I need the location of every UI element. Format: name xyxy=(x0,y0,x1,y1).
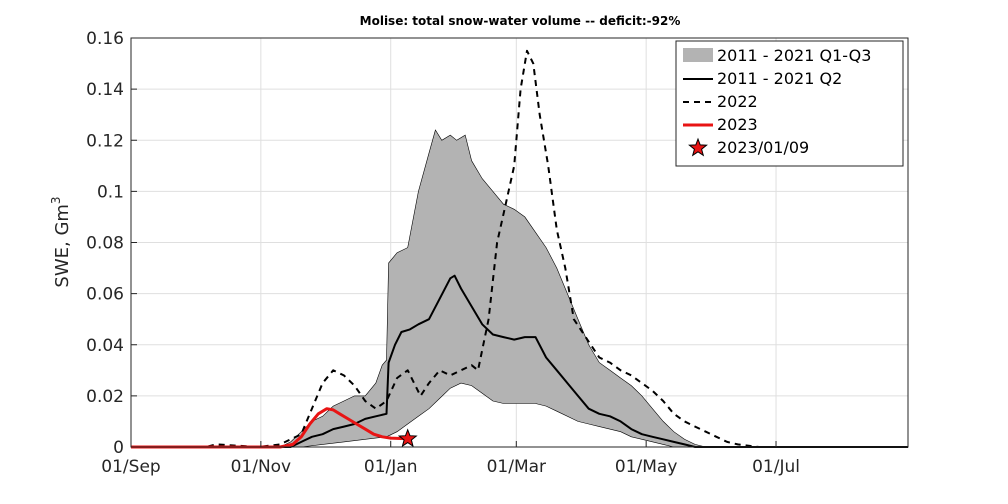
chart-title: Molise: total snow-water volume -- defic… xyxy=(360,14,681,28)
series-layer xyxy=(131,49,908,449)
y-tick-label: 0 xyxy=(113,438,124,458)
series-line-2023 xyxy=(131,407,408,449)
legend-label-marker: 2023/01/09 xyxy=(717,138,809,157)
x-tick-label: 01/Jul xyxy=(752,457,800,477)
y-tick-label: 0.04 xyxy=(86,336,124,356)
legend-label-2022: 2022 xyxy=(717,92,758,111)
legend: 2011 - 2021 Q1-Q3 2011 - 2021 Q2 2022 20… xyxy=(675,40,904,167)
y-tick-label: 0.06 xyxy=(86,285,124,305)
y-tick-label: 0.08 xyxy=(86,234,124,254)
y-axis-label: SWE, Gm3 xyxy=(49,196,73,287)
x-tick-label: 01/Jan xyxy=(364,457,418,477)
y-axis-label-superscript: 3 xyxy=(49,196,63,204)
y-tick-label: 0.1 xyxy=(97,182,124,202)
x-tick-label: 01/Nov xyxy=(231,457,292,477)
legend-box xyxy=(675,40,904,167)
marker-star-2023-01-09 xyxy=(397,428,418,448)
y-tick-label: 0.16 xyxy=(86,29,124,49)
legend-swatch-marker xyxy=(688,137,708,157)
legend-label-q2: 2011 - 2021 Q2 xyxy=(717,69,842,88)
y-tick-label: 0.14 xyxy=(86,80,124,100)
series-band-q1-q3 xyxy=(131,129,908,448)
legend-swatch-band xyxy=(683,48,713,62)
tick-layer: 01/Sep 01/Nov 01/Jan 01/Mar 01/May 01/Jul 0 0.0… xyxy=(86,29,800,477)
x-tick-label: 01/Mar xyxy=(487,457,546,477)
legend-star-icon xyxy=(688,137,708,157)
y-axis-label-text: SWE, Gm xyxy=(52,204,73,288)
x-tick-label: 01/May xyxy=(615,457,678,477)
y-tick-label: 0.12 xyxy=(86,131,124,151)
y-tick-label: 0.02 xyxy=(86,387,124,407)
series-line-2022 xyxy=(131,49,908,448)
x-tick-label: 01/Sep xyxy=(101,457,160,477)
legend-label-band: 2011 - 2021 Q1-Q3 xyxy=(717,46,871,65)
legend-label-2023: 2023 xyxy=(717,115,758,134)
